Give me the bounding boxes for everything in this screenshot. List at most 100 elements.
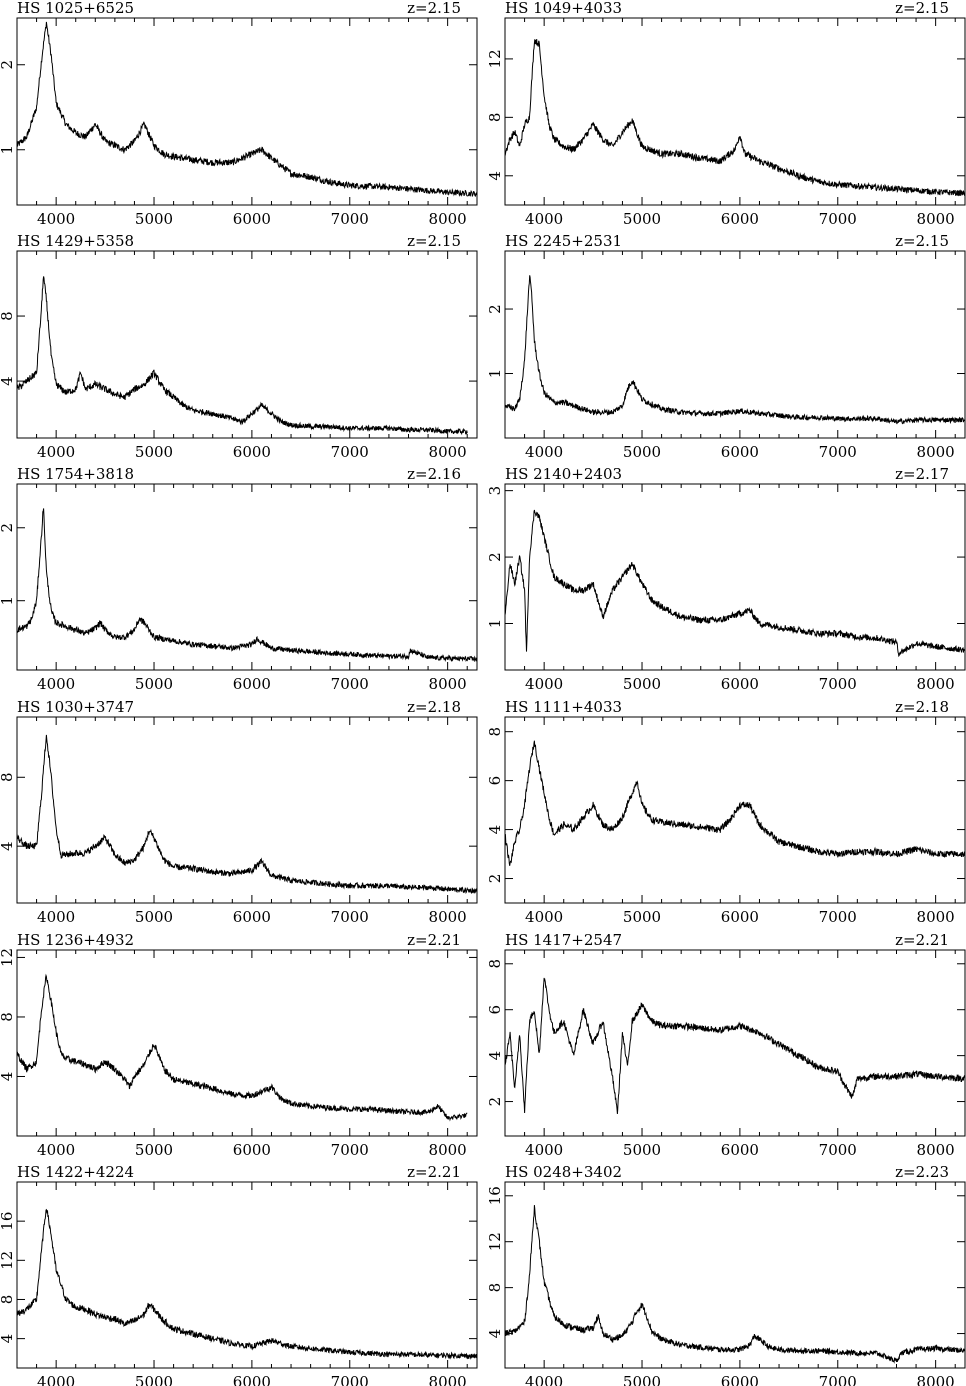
panel-10-redshift: z=2.21 — [895, 931, 949, 949]
panel-7-spectrum-line — [17, 734, 477, 894]
panel-2-xtick-label: 7000 — [819, 210, 857, 228]
panel-10: HS 1417+2547 z=2.21 4000 5000 6000 7000 8000 2 4… — [486, 931, 966, 1159]
panel-4: HS 2245+2531 z=2.15 4000 5000 6000 7000 8000 1 2 — [486, 232, 966, 461]
panel-11: HS 1422+4224 z=2.21 4000 5000 6000 7000 8000 4 8… — [0, 1163, 478, 1386]
panel-10-xtick-label: 7000 — [819, 1141, 857, 1159]
panel-3-xtick-label: 4000 — [37, 443, 75, 461]
panel-3-xtick-label: 5000 — [135, 443, 173, 461]
panel-9-xtick-label: 7000 — [331, 1141, 369, 1159]
panel-6-ytick-label: 3 — [486, 486, 504, 496]
panel-6-xtick-label: 4000 — [525, 675, 563, 693]
panel-4-redshift: z=2.15 — [895, 232, 949, 250]
panel-12-redshift: z=2.23 — [895, 1163, 949, 1181]
panel-5-redshift: z=2.16 — [407, 465, 461, 483]
panel-9: HS 1236+4932 z=2.21 4000 5000 6000 7000 8000 4 8… — [0, 931, 478, 1159]
panel-7-redshift: z=2.18 — [407, 698, 461, 716]
panel-1-xtick-label: 7000 — [331, 210, 369, 228]
panel-7-xtick-label: 6000 — [233, 908, 271, 926]
panel-9-ytick-label: 8 — [0, 1012, 16, 1022]
panel-1-ytick-label: 2 — [0, 60, 16, 70]
panel-5-spectrum-line — [17, 508, 477, 663]
panel-12: HS 0248+3402 z=2.23 4000 5000 6000 7000 8000 4 8… — [486, 1163, 966, 1386]
panel-8: HS 1111+4033 z=2.18 4000 5000 6000 7000 8000 2 4… — [486, 698, 966, 926]
panel-8-ytick-label: 2 — [486, 874, 504, 884]
panel-2-ytick-label: 12 — [486, 49, 504, 68]
panel-2-xtick-label: 4000 — [525, 210, 563, 228]
panel-4-spectrum-line — [505, 275, 965, 425]
panel-8-xtick-label: 6000 — [721, 908, 759, 926]
panel-6-xtick-label: 5000 — [623, 675, 661, 693]
panel-12-frame — [504, 1181, 966, 1369]
panel-2-xtick-label: 5000 — [623, 210, 661, 228]
panel-8-xtick-label: 5000 — [623, 908, 661, 926]
panel-10-xtick-label: 5000 — [623, 1141, 661, 1159]
panel-7-xtick-label: 4000 — [37, 908, 75, 926]
panel-8-spectrum-line — [505, 740, 965, 866]
panel-11-redshift: z=2.21 — [407, 1163, 461, 1181]
panel-6-xtick-label: 7000 — [819, 675, 857, 693]
panel-3: HS 1429+5358 z=2.15 4000 5000 6000 7000 8000 4 8 — [0, 232, 478, 461]
panel-9-ytick-label: 12 — [0, 948, 16, 967]
panel-10-xtick-label: 6000 — [721, 1141, 759, 1159]
panel-3-frame — [16, 250, 478, 439]
panel-4-frame — [504, 250, 966, 439]
panel-4-xtick-label: 6000 — [721, 443, 759, 461]
panel-1-title: HS 1025+6525 — [17, 0, 134, 17]
panel-9-frame — [16, 949, 478, 1137]
panel-8-xtick-label: 7000 — [819, 908, 857, 926]
panel-1-frame — [16, 17, 478, 206]
panel-7-ytick-label: 4 — [0, 841, 16, 851]
panel-7-title: HS 1030+3747 — [17, 698, 134, 716]
panel-8-xtick-label: 4000 — [525, 908, 563, 926]
panel-10-ytick-label: 4 — [486, 1051, 504, 1061]
panel-2-spectrum-line — [505, 38, 965, 197]
panel-5-ytick-label: 1 — [0, 596, 16, 606]
panel-7-xtick-label: 8000 — [429, 908, 467, 926]
panel-4-xtick-label: 7000 — [819, 443, 857, 461]
panel-7-ytick-label: 8 — [0, 773, 16, 783]
panel-2-ytick-label: 4 — [486, 171, 504, 181]
panel-6-ytick-label: 2 — [486, 552, 504, 562]
panel-11-frame — [16, 1181, 478, 1369]
panel-3-title: HS 1429+5358 — [17, 232, 134, 250]
panel-12-xtick-label: 5000 — [623, 1373, 661, 1386]
panel-8-ytick-label: 8 — [486, 727, 504, 737]
panel-6-ytick-label: 1 — [486, 619, 504, 629]
panel-4-ytick-label: 2 — [486, 304, 504, 314]
panel-6-title: HS 2140+2403 — [505, 465, 622, 483]
panel-9-xtick-label: 8000 — [429, 1141, 467, 1159]
panel-3-ytick-label: 4 — [0, 376, 16, 386]
panel-11-title: HS 1422+4224 — [17, 1163, 134, 1181]
panel-12-xtick-label: 7000 — [819, 1373, 857, 1386]
panel-3-xtick-label: 6000 — [233, 443, 271, 461]
panel-10-ytick-label: 2 — [486, 1097, 504, 1107]
panel-12-spectrum-line — [505, 1205, 965, 1364]
panel-10-title: HS 1417+2547 — [505, 931, 622, 949]
panel-12-ytick-label: 16 — [486, 1186, 504, 1205]
panel-9-xtick-label: 4000 — [37, 1141, 75, 1159]
panel-11-xtick-label: 4000 — [37, 1373, 75, 1386]
panel-3-xtick-label: 7000 — [331, 443, 369, 461]
panel-11-ytick-label: 12 — [0, 1251, 16, 1270]
panel-5-xtick-label: 7000 — [331, 675, 369, 693]
panel-6-xtick-label: 6000 — [721, 675, 759, 693]
panel-4-xtick-label: 5000 — [623, 443, 661, 461]
panel-1-redshift: z=2.15 — [407, 0, 461, 17]
panel-12-title: HS 0248+3402 — [505, 1163, 622, 1181]
panel-10-spectrum-line — [505, 977, 965, 1115]
panel-12-xtick-label: 4000 — [525, 1373, 563, 1386]
panel-7: HS 1030+3747 z=2.18 4000 5000 6000 7000 8000 4 8 — [0, 698, 478, 926]
panel-2-ytick-label: 8 — [486, 113, 504, 123]
panel-1-xtick-label: 6000 — [233, 210, 271, 228]
panel-8-frame — [504, 716, 966, 904]
panel-9-redshift: z=2.21 — [407, 931, 461, 949]
panel-8-redshift: z=2.18 — [895, 698, 949, 716]
panel-8-xtick-label: 8000 — [917, 908, 955, 926]
panel-11-xtick-label: 5000 — [135, 1373, 173, 1386]
panel-1-xtick-label: 4000 — [37, 210, 75, 228]
panel-12-ytick-label: 8 — [486, 1283, 504, 1293]
panel-7-xtick-label: 7000 — [331, 908, 369, 926]
panel-1-xtick-label: 8000 — [429, 210, 467, 228]
panel-9-xtick-label: 5000 — [135, 1141, 173, 1159]
